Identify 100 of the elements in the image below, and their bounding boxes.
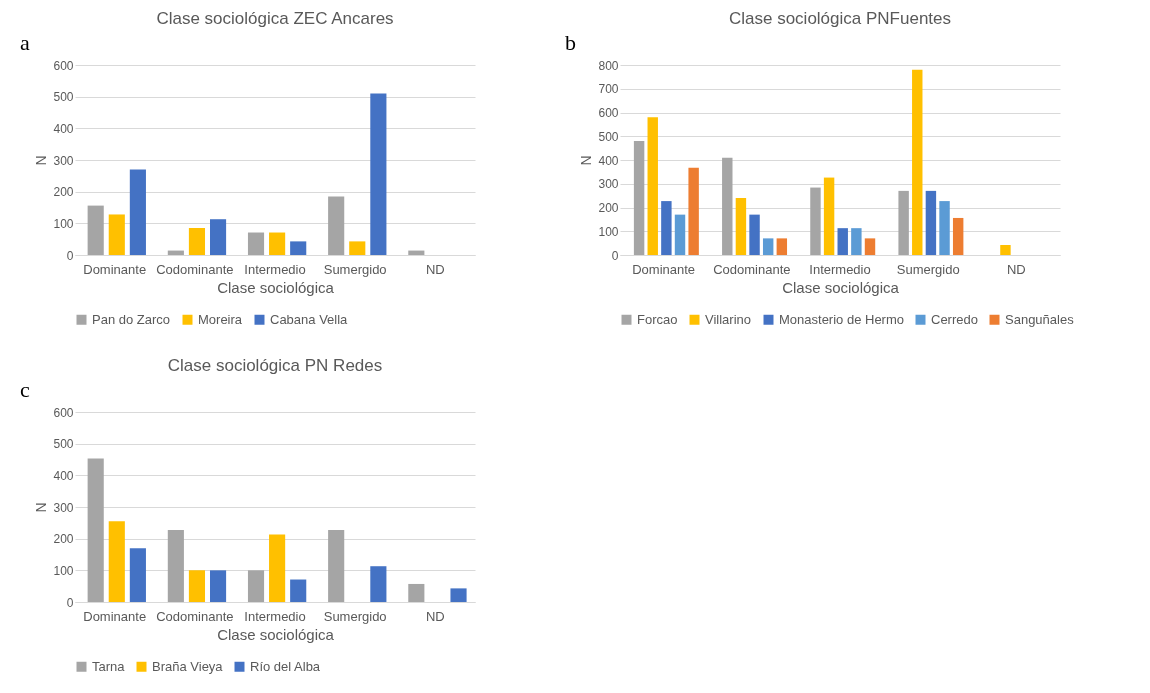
y-tick-label: 500 [53,90,74,105]
bar [87,205,104,255]
legend-label: Villarino [705,311,752,327]
x-tick-label: Intermedio [244,608,306,624]
bar [370,93,387,255]
bar [647,117,658,255]
text: a [20,30,30,55]
x-tick-label: Dominante [83,608,147,624]
x-tick-label: ND [425,261,445,277]
x-tick-label: Dominante [83,261,147,277]
x-tick-label: Intermedio [809,261,871,277]
bar [912,69,923,255]
legend-label: Moreira [198,311,243,327]
y-axis-title: N [33,155,50,166]
y-tick-label: 800 [598,58,619,73]
bar [328,530,345,602]
y-tick-label: 200 [53,185,74,200]
legend-label: Monasterio de Hermo [779,311,904,327]
bar [328,196,345,255]
y-tick-label: 300 [598,177,619,192]
bar [898,190,909,255]
bar [674,214,686,255]
bar [247,570,265,602]
bar [188,228,206,255]
y-tick-label: 100 [53,216,74,231]
y-tick-label: 400 [598,153,619,168]
bar [939,201,950,255]
legend-label: Sanguñales [1005,311,1075,327]
legend-label: Pan do Zarco [92,311,171,327]
bar [269,232,286,255]
bar [823,177,835,255]
bar [864,238,876,255]
legend-label: Cabana Vella [270,311,349,327]
bar [633,141,645,255]
bar [370,566,387,602]
bar [810,187,821,255]
text: c [20,377,30,402]
y-tick-label: 200 [598,201,619,215]
y-tick-label: 300 [53,153,74,168]
bar [247,232,265,255]
bar [129,548,146,602]
bar [108,521,125,602]
x-tick-label: Codominante [713,261,791,277]
y-tick-label: 400 [53,121,74,136]
bar [851,228,862,255]
y-tick-label: 500 [598,129,619,144]
x-axis-title: Clase sociológica [782,278,900,296]
bar [735,198,747,255]
y-tick-label: 300 [53,500,74,515]
y-axis-title: N [33,502,50,513]
bar [837,228,848,255]
y-tick-label: 400 [53,468,74,483]
legend-label: Braña Vieya [152,658,224,674]
bar [188,570,206,602]
chart-title: Clase sociológica PNFuentes [728,9,952,28]
y-axis-title: N [578,155,595,166]
x-tick-label: Sumergido [896,261,960,277]
y-tick-label: 500 [53,437,74,452]
bar [661,201,672,255]
legend-label: Río del Alba [250,658,321,674]
bar [688,167,699,255]
y-tick-label: 0 [66,595,74,610]
bar [749,214,760,255]
x-tick-label: ND [425,608,445,624]
x-tick-label: Codominante [156,608,234,624]
chart-title: Clase sociológica ZEC Ancares [156,9,394,28]
x-tick-label: Sumergido [323,608,387,624]
x-tick-label: Dominante [632,261,696,277]
y-tick-label: 100 [53,563,74,578]
x-axis-title: Clase sociológica [217,625,335,643]
bar [1000,245,1011,255]
bar [209,219,227,255]
legend-label: Cerredo [931,311,978,327]
bar [776,238,788,255]
y-tick-label: 700 [598,82,619,97]
bar [167,530,184,602]
bar [349,241,366,255]
y-tick-label: 600 [598,106,619,120]
y-tick-label: 600 [53,58,74,73]
x-tick-label: Codominante [156,261,234,277]
bar [722,157,733,255]
bar [87,458,104,602]
legend-label: Forcao [637,311,678,327]
bar [290,241,307,255]
x-axis-title: Clase sociológica [217,278,335,296]
y-tick-label: 600 [53,405,74,420]
y-tick-label: 200 [53,532,74,547]
bar [209,570,227,602]
bar [408,583,425,602]
bar [925,190,937,255]
bar [762,238,774,255]
bar [290,579,307,602]
legend-label: Tarna [92,658,126,674]
bar [108,214,125,255]
bar [269,534,286,602]
bar [129,169,146,255]
x-tick-label: ND [1006,261,1026,277]
y-tick-label: 100 [598,224,619,239]
y-tick-label: 0 [611,248,619,263]
x-tick-label: Sumergido [323,261,387,277]
